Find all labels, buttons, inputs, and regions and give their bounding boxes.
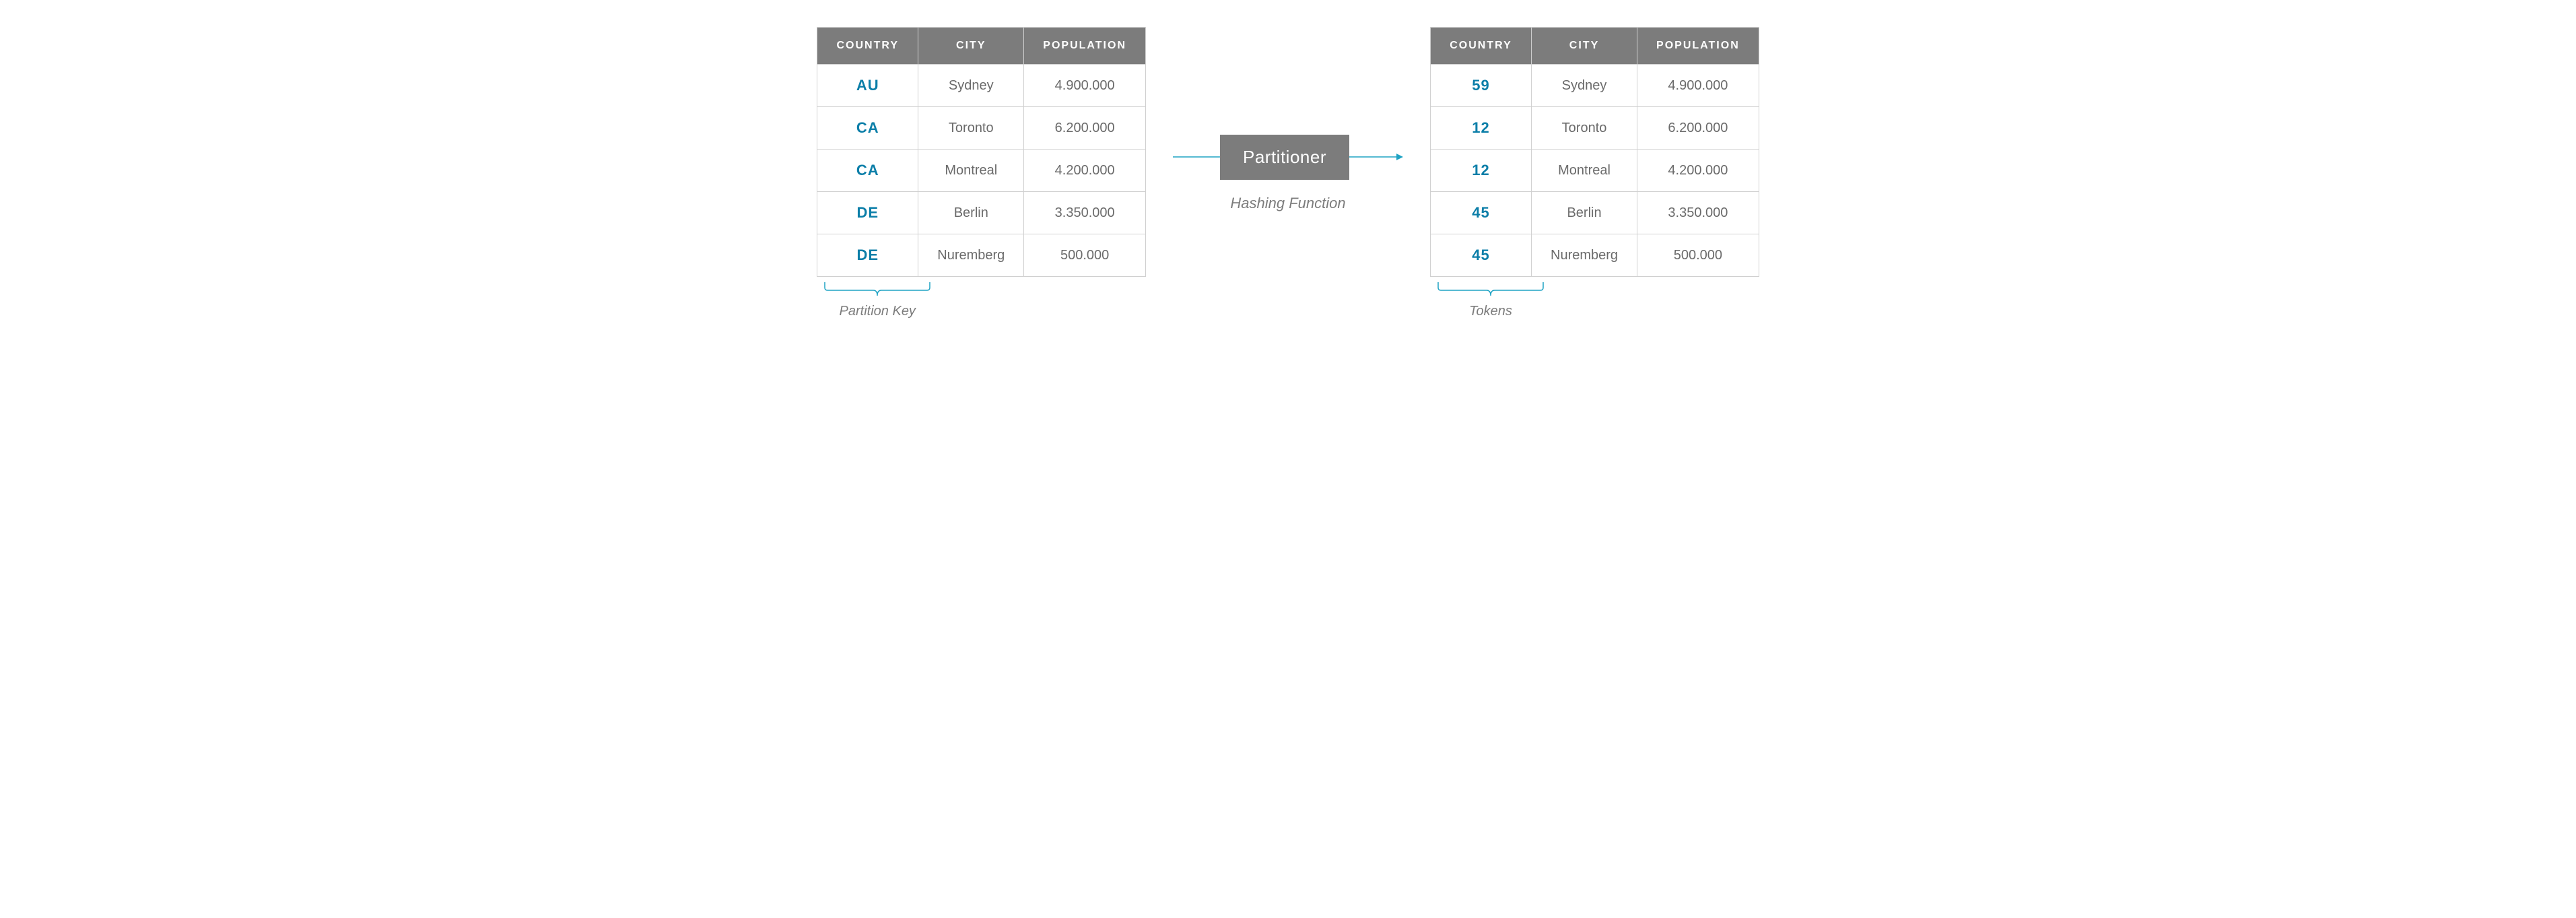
tokens-bracket: Tokens: [1437, 281, 1545, 319]
partitioner-box: Partitioner: [1220, 135, 1349, 180]
col-country: COUNTRY: [817, 28, 918, 65]
left-table-block: COUNTRY CITY POPULATION AU Sydney 4.900.…: [817, 27, 1146, 319]
cell-key: 12: [1431, 150, 1532, 192]
result-table: COUNTRY CITY POPULATION 59 Sydney 4.900.…: [1430, 27, 1759, 277]
cell-city: Montreal: [918, 150, 1024, 192]
cell-pop: 4.200.000: [1637, 150, 1759, 192]
partitioner-diagram: COUNTRY CITY POPULATION AU Sydney 4.900.…: [27, 27, 2549, 319]
bracket-icon: [823, 281, 931, 300]
table-row: CA Montreal 4.200.000: [817, 150, 1146, 192]
cell-city: Montreal: [1532, 150, 1637, 192]
partition-key-bracket: Partition Key: [823, 281, 931, 319]
cell-key: 45: [1431, 234, 1532, 277]
cell-city: Berlin: [918, 192, 1024, 234]
cell-pop: 4.200.000: [1024, 150, 1146, 192]
cell-city: Sydney: [918, 65, 1024, 107]
cell-key: AU: [817, 65, 918, 107]
table-row: 45 Berlin 3.350.000: [1431, 192, 1759, 234]
bracket-icon: [1437, 281, 1545, 300]
table-row: CA Toronto 6.200.000: [817, 107, 1146, 150]
cell-pop: 3.350.000: [1637, 192, 1759, 234]
col-pop: POPULATION: [1024, 28, 1146, 65]
cell-city: Toronto: [1532, 107, 1637, 150]
cell-key: CA: [817, 107, 918, 150]
cell-key: DE: [817, 192, 918, 234]
cell-key: CA: [817, 150, 918, 192]
table-row: 45 Nuremberg 500.000: [1431, 234, 1759, 277]
col-city: CITY: [918, 28, 1024, 65]
arrow-left-icon: [1173, 150, 1220, 164]
col-pop: POPULATION: [1637, 28, 1759, 65]
arrow-right-icon: [1349, 150, 1403, 164]
middle-block: Partitioner Hashing Function: [1173, 135, 1403, 212]
table-row: 59 Sydney 4.900.000: [1431, 65, 1759, 107]
cell-key: 59: [1431, 65, 1532, 107]
cell-city: Nuremberg: [1532, 234, 1637, 277]
table-row: DE Nuremberg 500.000: [817, 234, 1146, 277]
hashing-function-label: Hashing Function: [1230, 195, 1345, 212]
table-row: AU Sydney 4.900.000: [817, 65, 1146, 107]
table-row: 12 Montreal 4.200.000: [1431, 150, 1759, 192]
col-city: CITY: [1532, 28, 1637, 65]
cell-city: Toronto: [918, 107, 1024, 150]
cell-pop: 6.200.000: [1024, 107, 1146, 150]
source-table: COUNTRY CITY POPULATION AU Sydney 4.900.…: [817, 27, 1146, 277]
cell-pop: 4.900.000: [1637, 65, 1759, 107]
cell-key: 12: [1431, 107, 1532, 150]
cell-key: 45: [1431, 192, 1532, 234]
cell-pop: 6.200.000: [1637, 107, 1759, 150]
cell-pop: 3.350.000: [1024, 192, 1146, 234]
cell-city: Nuremberg: [918, 234, 1024, 277]
cell-key: DE: [817, 234, 918, 277]
arrow-row: Partitioner: [1173, 135, 1403, 180]
table-row: DE Berlin 3.350.000: [817, 192, 1146, 234]
tokens-label: Tokens: [1469, 304, 1512, 319]
cell-pop: 500.000: [1024, 234, 1146, 277]
cell-city: Sydney: [1532, 65, 1637, 107]
cell-pop: 4.900.000: [1024, 65, 1146, 107]
table-row: 12 Toronto 6.200.000: [1431, 107, 1759, 150]
cell-city: Berlin: [1532, 192, 1637, 234]
cell-pop: 500.000: [1637, 234, 1759, 277]
col-country: COUNTRY: [1431, 28, 1532, 65]
partition-key-label: Partition Key: [840, 304, 916, 319]
right-table-block: COUNTRY CITY POPULATION 59 Sydney 4.900.…: [1430, 27, 1759, 319]
